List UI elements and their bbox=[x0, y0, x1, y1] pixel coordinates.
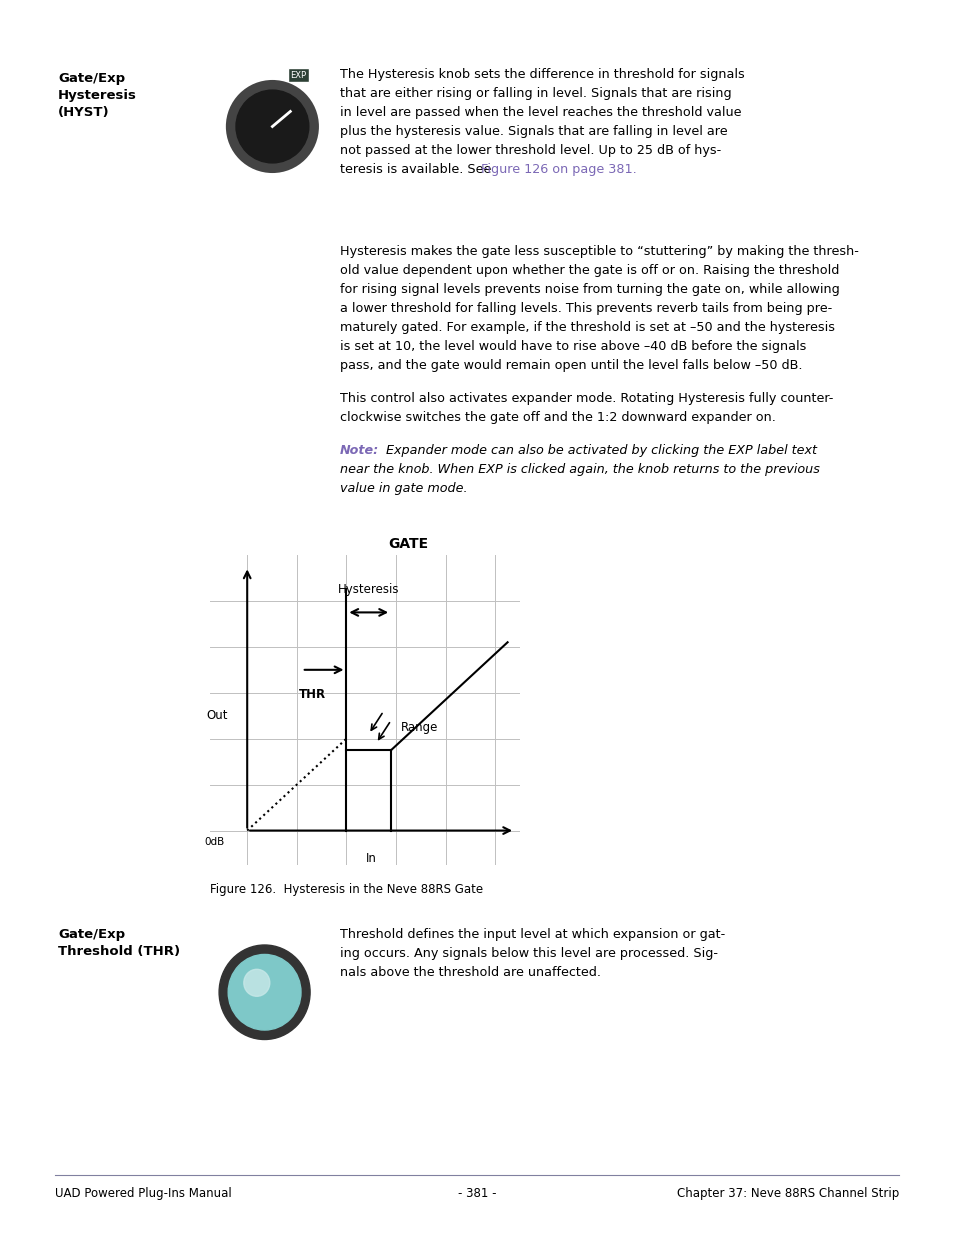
Text: EXP: EXP bbox=[290, 70, 306, 79]
Text: value in gate mode.: value in gate mode. bbox=[339, 482, 467, 495]
Text: a lower threshold for falling levels. This prevents reverb tails from being pre-: a lower threshold for falling levels. Th… bbox=[339, 303, 831, 315]
Text: -10: -10 bbox=[281, 1028, 294, 1037]
Text: Range: Range bbox=[400, 721, 437, 734]
Text: Note:: Note: bbox=[339, 445, 379, 457]
Text: THR: THR bbox=[299, 688, 326, 701]
Text: 20: 20 bbox=[220, 105, 230, 114]
Text: Hysteresis: Hysteresis bbox=[58, 89, 136, 103]
Text: clockwise switches the gate off and the 1:2 downward expander on.: clockwise switches the gate off and the … bbox=[339, 411, 775, 424]
Text: ing occurs. Any signals below this level are processed. Sig-: ing occurs. Any signals below this level… bbox=[339, 947, 718, 960]
Text: 25: 25 bbox=[244, 82, 254, 90]
Text: 0dB: 0dB bbox=[205, 837, 225, 847]
Text: -25: -25 bbox=[279, 942, 292, 951]
Text: In: In bbox=[365, 852, 376, 864]
Text: Figure 126.  Hysteresis in the Neve 88RS Gate: Figure 126. Hysteresis in the Neve 88RS … bbox=[210, 883, 482, 897]
Text: +7: +7 bbox=[217, 978, 229, 987]
Text: The Hysteresis knob sets the difference in threshold for signals: The Hysteresis knob sets the difference … bbox=[339, 68, 744, 82]
Text: plus the hysteresis value. Signals that are falling in level are: plus the hysteresis value. Signals that … bbox=[339, 125, 727, 138]
Text: teresis is available. See: teresis is available. See bbox=[339, 163, 495, 177]
Text: ⊥: ⊥ bbox=[261, 159, 268, 169]
Text: 15: 15 bbox=[228, 152, 237, 161]
Text: Out: Out bbox=[207, 709, 228, 722]
Text: UAD Powered Plug-Ins Manual: UAD Powered Plug-Ins Manual bbox=[55, 1187, 232, 1200]
Circle shape bbox=[227, 82, 317, 172]
Text: nals above the threshold are unaffected.: nals above the threshold are unaffected. bbox=[339, 966, 600, 979]
Text: Hysteresis: Hysteresis bbox=[337, 583, 399, 597]
Text: is set at 10, the level would have to rise above –40 dB before the signals: is set at 10, the level would have to ri… bbox=[339, 340, 805, 353]
Text: Chapter 37: Neve 88RS Channel Strip: Chapter 37: Neve 88RS Channel Strip bbox=[676, 1187, 898, 1200]
Text: Hysteresis makes the gate less susceptible to “stuttering” by making the thresh-: Hysteresis makes the gate less susceptib… bbox=[339, 245, 858, 258]
Circle shape bbox=[244, 969, 270, 997]
Text: Expander mode can also be activated by clicking the EXP label text: Expander mode can also be activated by c… bbox=[381, 445, 816, 457]
Text: Threshold (THR): Threshold (THR) bbox=[58, 945, 180, 958]
Text: not passed at the lower threshold level. Up to 25 dB of hys-: not passed at the lower threshold level.… bbox=[339, 144, 720, 157]
Text: -17: -17 bbox=[311, 978, 323, 987]
Text: 0: 0 bbox=[240, 1028, 245, 1037]
Text: in level are passed when the level reaches the threshold value: in level are passed when the level reach… bbox=[339, 106, 740, 119]
Text: Gate/Exp: Gate/Exp bbox=[58, 72, 125, 85]
Text: (HYST): (HYST) bbox=[58, 106, 110, 119]
Text: THR: THR bbox=[252, 926, 277, 936]
Text: Threshold defines the input level at which expansion or gat-: Threshold defines the input level at whi… bbox=[339, 927, 724, 941]
Text: Figure 126 on page 381.: Figure 126 on page 381. bbox=[480, 163, 636, 177]
Text: ⊥: ⊥ bbox=[272, 1030, 278, 1040]
Text: +15: +15 bbox=[228, 942, 244, 951]
Text: for rising signal levels prevents noise from turning the gate on, while allowing: for rising signal levels prevents noise … bbox=[339, 283, 839, 296]
Circle shape bbox=[235, 90, 309, 163]
Text: maturely gated. For example, if the threshold is set at –50 and the hysteresis: maturely gated. For example, if the thre… bbox=[339, 321, 834, 333]
Text: HYST: HYST bbox=[230, 70, 260, 80]
Circle shape bbox=[228, 955, 301, 1030]
Text: GATE: GATE bbox=[388, 536, 428, 551]
Circle shape bbox=[219, 945, 310, 1040]
Text: near the knob. When EXP is clicked again, the knob returns to the previous: near the knob. When EXP is clicked again… bbox=[339, 463, 819, 475]
Text: 10: 10 bbox=[281, 159, 291, 169]
Text: 5: 5 bbox=[316, 105, 321, 114]
Text: - 381 -: - 381 - bbox=[457, 1187, 496, 1200]
Text: that are either rising or falling in level. Signals that are rising: that are either rising or falling in lev… bbox=[339, 86, 731, 100]
Text: Gate/Exp: Gate/Exp bbox=[58, 927, 125, 941]
Text: This control also activates expander mode. Rotating Hysteresis fully counter-: This control also activates expander mod… bbox=[339, 391, 833, 405]
Text: old value dependent upon whether the gate is off or on. Raising the threshold: old value dependent upon whether the gat… bbox=[339, 264, 839, 277]
Text: pass, and the gate would remain open until the level falls below –50 dB.: pass, and the gate would remain open unt… bbox=[339, 359, 801, 372]
